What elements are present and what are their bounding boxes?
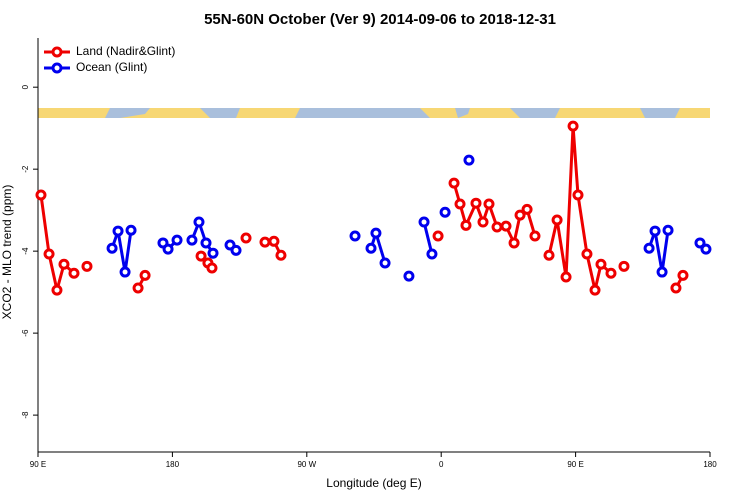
point <box>370 227 382 239</box>
point <box>508 237 520 249</box>
point <box>448 177 460 189</box>
point <box>58 258 70 270</box>
x-tick-label: 180 <box>166 460 180 469</box>
series-line <box>110 217 708 273</box>
point <box>477 216 489 228</box>
point <box>418 216 430 228</box>
legend-label: Ocean (Glint) <box>76 60 147 74</box>
x-tick-label: 90 E <box>567 460 583 469</box>
y-tick-label: -6 <box>21 329 30 337</box>
x-tick-label: 0 <box>439 460 444 469</box>
point <box>106 242 118 254</box>
y-axis-label: XCO2 - MLO trend (ppm) <box>0 185 14 320</box>
land-mask-strip <box>38 108 710 118</box>
point <box>186 234 198 246</box>
point <box>605 267 617 279</box>
point <box>670 282 682 294</box>
point <box>694 237 706 249</box>
point <box>171 234 183 246</box>
point <box>200 237 212 249</box>
point <box>268 235 280 247</box>
point <box>454 198 466 210</box>
x-tick-label: 90 E <box>30 460 46 469</box>
x-tick-label: 180 <box>703 460 717 469</box>
point <box>656 266 668 278</box>
y-tick-label: -4 <box>21 247 30 255</box>
point <box>125 224 137 236</box>
point <box>259 236 271 248</box>
point <box>700 243 712 255</box>
point <box>439 206 451 218</box>
y-tick-label: 0 <box>21 84 30 89</box>
point <box>500 220 512 232</box>
point <box>43 248 55 260</box>
x-tick-label: 90 W <box>297 460 316 469</box>
chart-title: 55N-60N October (Ver 9) 2014-09-06 to 20… <box>204 11 556 28</box>
point <box>589 284 601 296</box>
point <box>112 225 124 237</box>
point <box>521 203 533 215</box>
point <box>677 269 689 281</box>
point <box>206 262 218 274</box>
point <box>162 243 174 255</box>
point <box>68 267 80 279</box>
series-line <box>39 126 685 291</box>
point <box>275 249 287 261</box>
point <box>618 260 630 272</box>
point <box>567 120 579 132</box>
point <box>643 242 655 254</box>
point <box>426 248 438 260</box>
point <box>365 242 377 254</box>
point <box>119 266 131 278</box>
point <box>195 250 207 262</box>
x-axis-label: Longitude (deg E) <box>326 476 421 490</box>
point <box>572 189 584 201</box>
point <box>470 197 482 209</box>
legend-marker <box>51 62 63 74</box>
point <box>551 214 563 226</box>
point <box>379 257 391 269</box>
point <box>81 260 93 272</box>
y-tick-label: -2 <box>21 165 30 173</box>
point <box>132 282 144 294</box>
point <box>463 154 475 166</box>
point <box>207 247 219 259</box>
point <box>460 219 472 231</box>
point <box>649 225 661 237</box>
point <box>581 248 593 260</box>
point <box>139 269 151 281</box>
y-tick-label: -8 <box>21 411 30 419</box>
point <box>193 216 205 228</box>
point <box>662 224 674 236</box>
point <box>491 221 503 233</box>
point <box>483 198 495 210</box>
point <box>514 209 526 221</box>
point <box>543 249 555 261</box>
point <box>560 271 572 283</box>
point <box>35 189 47 201</box>
legend-marker <box>51 46 63 58</box>
point <box>529 230 541 242</box>
point <box>403 270 415 282</box>
point <box>432 230 444 242</box>
legend-label: Land (Nadir&Glint) <box>76 44 175 58</box>
point <box>51 284 63 296</box>
point <box>240 232 252 244</box>
point <box>230 244 242 256</box>
point <box>349 230 361 242</box>
point <box>595 258 607 270</box>
